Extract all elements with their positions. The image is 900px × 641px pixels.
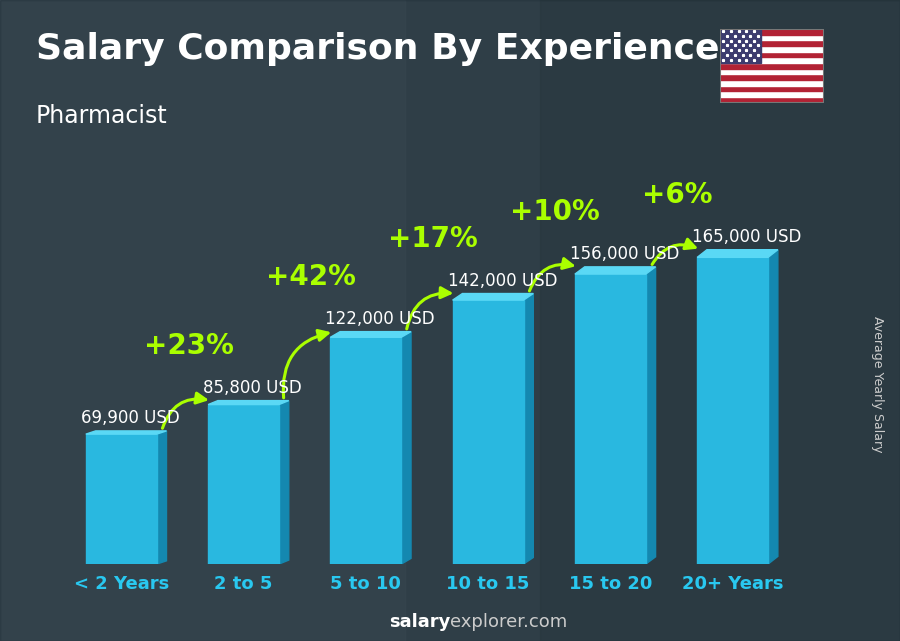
Bar <box>720 97 824 103</box>
Polygon shape <box>524 294 534 564</box>
Text: salary: salary <box>389 613 450 631</box>
Bar <box>720 51 824 57</box>
Text: 85,800 USD: 85,800 USD <box>203 379 302 397</box>
Text: 142,000 USD: 142,000 USD <box>447 272 557 290</box>
Polygon shape <box>575 267 655 274</box>
Bar <box>0 0 405 641</box>
Polygon shape <box>768 250 778 564</box>
Polygon shape <box>453 300 524 564</box>
Polygon shape <box>575 274 646 564</box>
Polygon shape <box>86 431 166 434</box>
Polygon shape <box>330 331 411 337</box>
Bar <box>720 91 824 97</box>
Polygon shape <box>279 401 289 564</box>
Text: Salary Comparison By Experience: Salary Comparison By Experience <box>36 32 719 66</box>
Text: explorer.com: explorer.com <box>450 613 567 631</box>
Polygon shape <box>698 250 778 257</box>
Text: Average Yearly Salary: Average Yearly Salary <box>871 317 884 453</box>
Polygon shape <box>208 404 279 564</box>
Bar <box>720 29 761 63</box>
Text: +6%: +6% <box>643 181 713 209</box>
Polygon shape <box>646 267 655 564</box>
Text: Pharmacist: Pharmacist <box>36 104 167 128</box>
Bar <box>720 46 824 51</box>
Bar <box>720 35 824 40</box>
Text: 165,000 USD: 165,000 USD <box>692 228 802 246</box>
Polygon shape <box>453 294 534 300</box>
Bar <box>720 85 824 91</box>
Bar <box>720 57 824 63</box>
Text: +42%: +42% <box>266 263 356 291</box>
Text: 122,000 USD: 122,000 USD <box>326 310 435 328</box>
Text: +17%: +17% <box>388 224 478 253</box>
Polygon shape <box>208 401 289 404</box>
Bar <box>720 63 824 69</box>
Bar <box>720 29 824 35</box>
Text: 156,000 USD: 156,000 USD <box>570 245 680 263</box>
Bar <box>720 40 824 46</box>
Bar <box>720 80 824 85</box>
Bar <box>720 74 824 80</box>
Bar <box>720 69 824 74</box>
Polygon shape <box>698 257 768 564</box>
Polygon shape <box>86 434 157 564</box>
Bar <box>540 0 900 641</box>
Text: +23%: +23% <box>144 331 233 360</box>
Text: 69,900 USD: 69,900 USD <box>81 409 180 427</box>
Polygon shape <box>401 331 411 564</box>
Text: +10%: +10% <box>510 198 600 226</box>
Polygon shape <box>157 431 166 564</box>
Polygon shape <box>330 337 401 564</box>
